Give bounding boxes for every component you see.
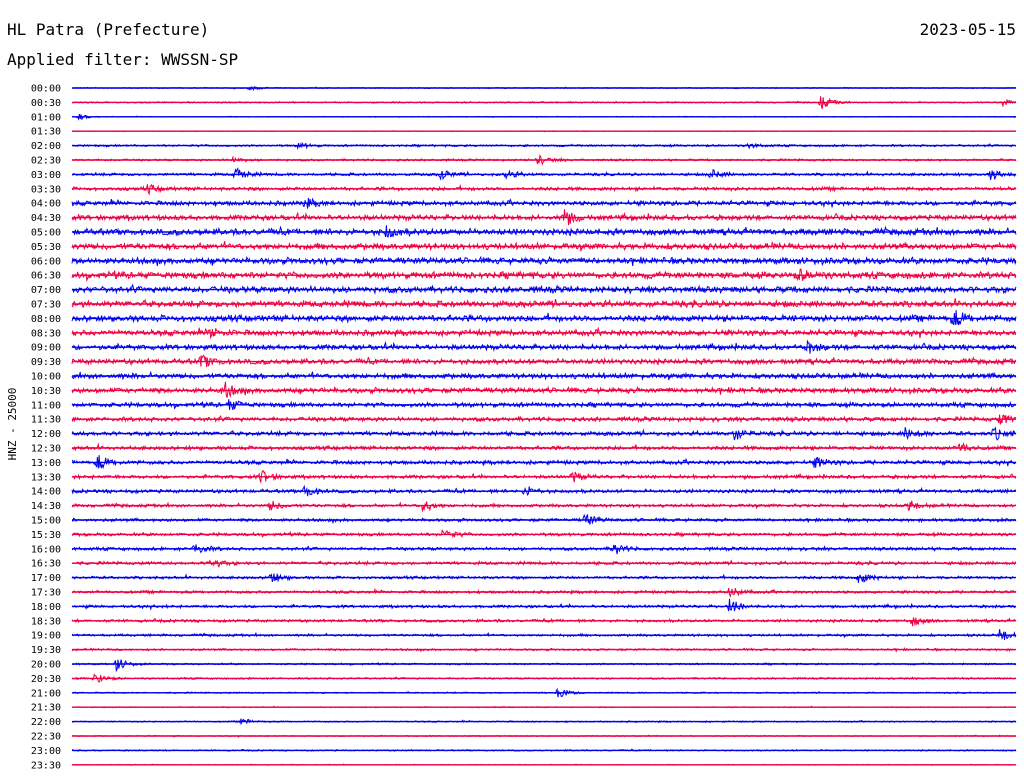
row-time-label: 08:00	[31, 314, 61, 325]
row-time-label: 17:30	[31, 588, 61, 599]
date-label: 2023-05-15	[919, 20, 1016, 39]
row-time-label: 23:30	[31, 760, 61, 771]
row-time-label: 09:00	[31, 343, 61, 354]
row-time-label: 05:30	[31, 242, 61, 253]
row-time-label: 07:00	[31, 285, 61, 296]
row-time-label: 02:30	[31, 156, 61, 167]
station-title: HL Patra (Prefecture)	[7, 20, 210, 39]
row-time-label: 13:00	[31, 458, 61, 469]
row-time-label: 13:30	[31, 472, 61, 483]
row-time-label: 22:30	[31, 732, 61, 743]
row-time-label: 19:00	[31, 631, 61, 642]
row-time-label: 03:30	[31, 184, 61, 195]
row-time-label: 06:00	[31, 256, 61, 267]
trace-row-0800	[71, 310, 1017, 326]
row-time-label: 21:00	[31, 688, 61, 699]
row-time-label: 21:30	[31, 703, 61, 714]
row-time-label: 12:00	[31, 429, 61, 440]
row-time-label: 10:30	[31, 386, 61, 397]
row-time-label: 10:00	[31, 372, 61, 383]
row-time-label: 11:30	[31, 415, 61, 426]
row-time-label: 09:30	[31, 357, 61, 368]
trace-row-2000	[71, 659, 1017, 673]
row-time-label: 23:00	[31, 746, 61, 757]
trace-row-0500	[72, 225, 1017, 239]
trace-row-1030	[71, 381, 1017, 399]
row-time-label: 12:30	[31, 444, 61, 455]
trace-row-1630	[71, 559, 1017, 568]
row-time-label: 15:30	[31, 530, 61, 541]
row-time-label: 01:30	[31, 127, 61, 138]
row-time-label: 04:30	[31, 213, 61, 224]
row-time-label: 05:00	[31, 228, 61, 239]
filter-label: Applied filter: WWSSN-SP	[7, 50, 239, 69]
row-time-label: 07:30	[31, 300, 61, 311]
row-time-label: 00:00	[31, 84, 61, 95]
seismic-traces	[71, 85, 1017, 767]
row-time-label: 03:00	[31, 170, 61, 181]
row-time-label: 15:00	[31, 516, 61, 527]
row-time-label: 18:30	[31, 616, 61, 627]
trace-row-1830	[71, 617, 1017, 627]
trace-row-1800	[71, 598, 1017, 612]
row-time-label: 08:30	[31, 328, 61, 339]
row-time-label: 14:00	[31, 487, 61, 498]
trace-row-0730	[71, 298, 1017, 310]
row-time-label: 02:00	[31, 141, 61, 152]
row-time-label: 01:00	[31, 112, 61, 123]
row-time-label: 20:30	[31, 674, 61, 685]
channel-label: HNZ - 25000	[6, 388, 19, 461]
row-time-label: 11:00	[31, 400, 61, 411]
row-time-label: 20:00	[31, 660, 61, 671]
row-time-label: 22:00	[31, 717, 61, 728]
row-time-label: 16:30	[31, 559, 61, 570]
trace-row-0830	[71, 326, 1017, 340]
row-time-label: 16:00	[31, 544, 61, 555]
row-time-label: 14:30	[31, 501, 61, 512]
row-time-label: 19:30	[31, 645, 61, 656]
row-labels: 00:00 00:30 01:00 01:30 02:00 02:30 03:00 03:30…	[31, 84, 61, 772]
row-time-label: 04:00	[31, 199, 61, 210]
row-time-label: 17:00	[31, 573, 61, 584]
row-time-label: 00:30	[31, 98, 61, 109]
row-time-label: 06:30	[31, 271, 61, 282]
row-time-label: 18:00	[31, 602, 61, 613]
